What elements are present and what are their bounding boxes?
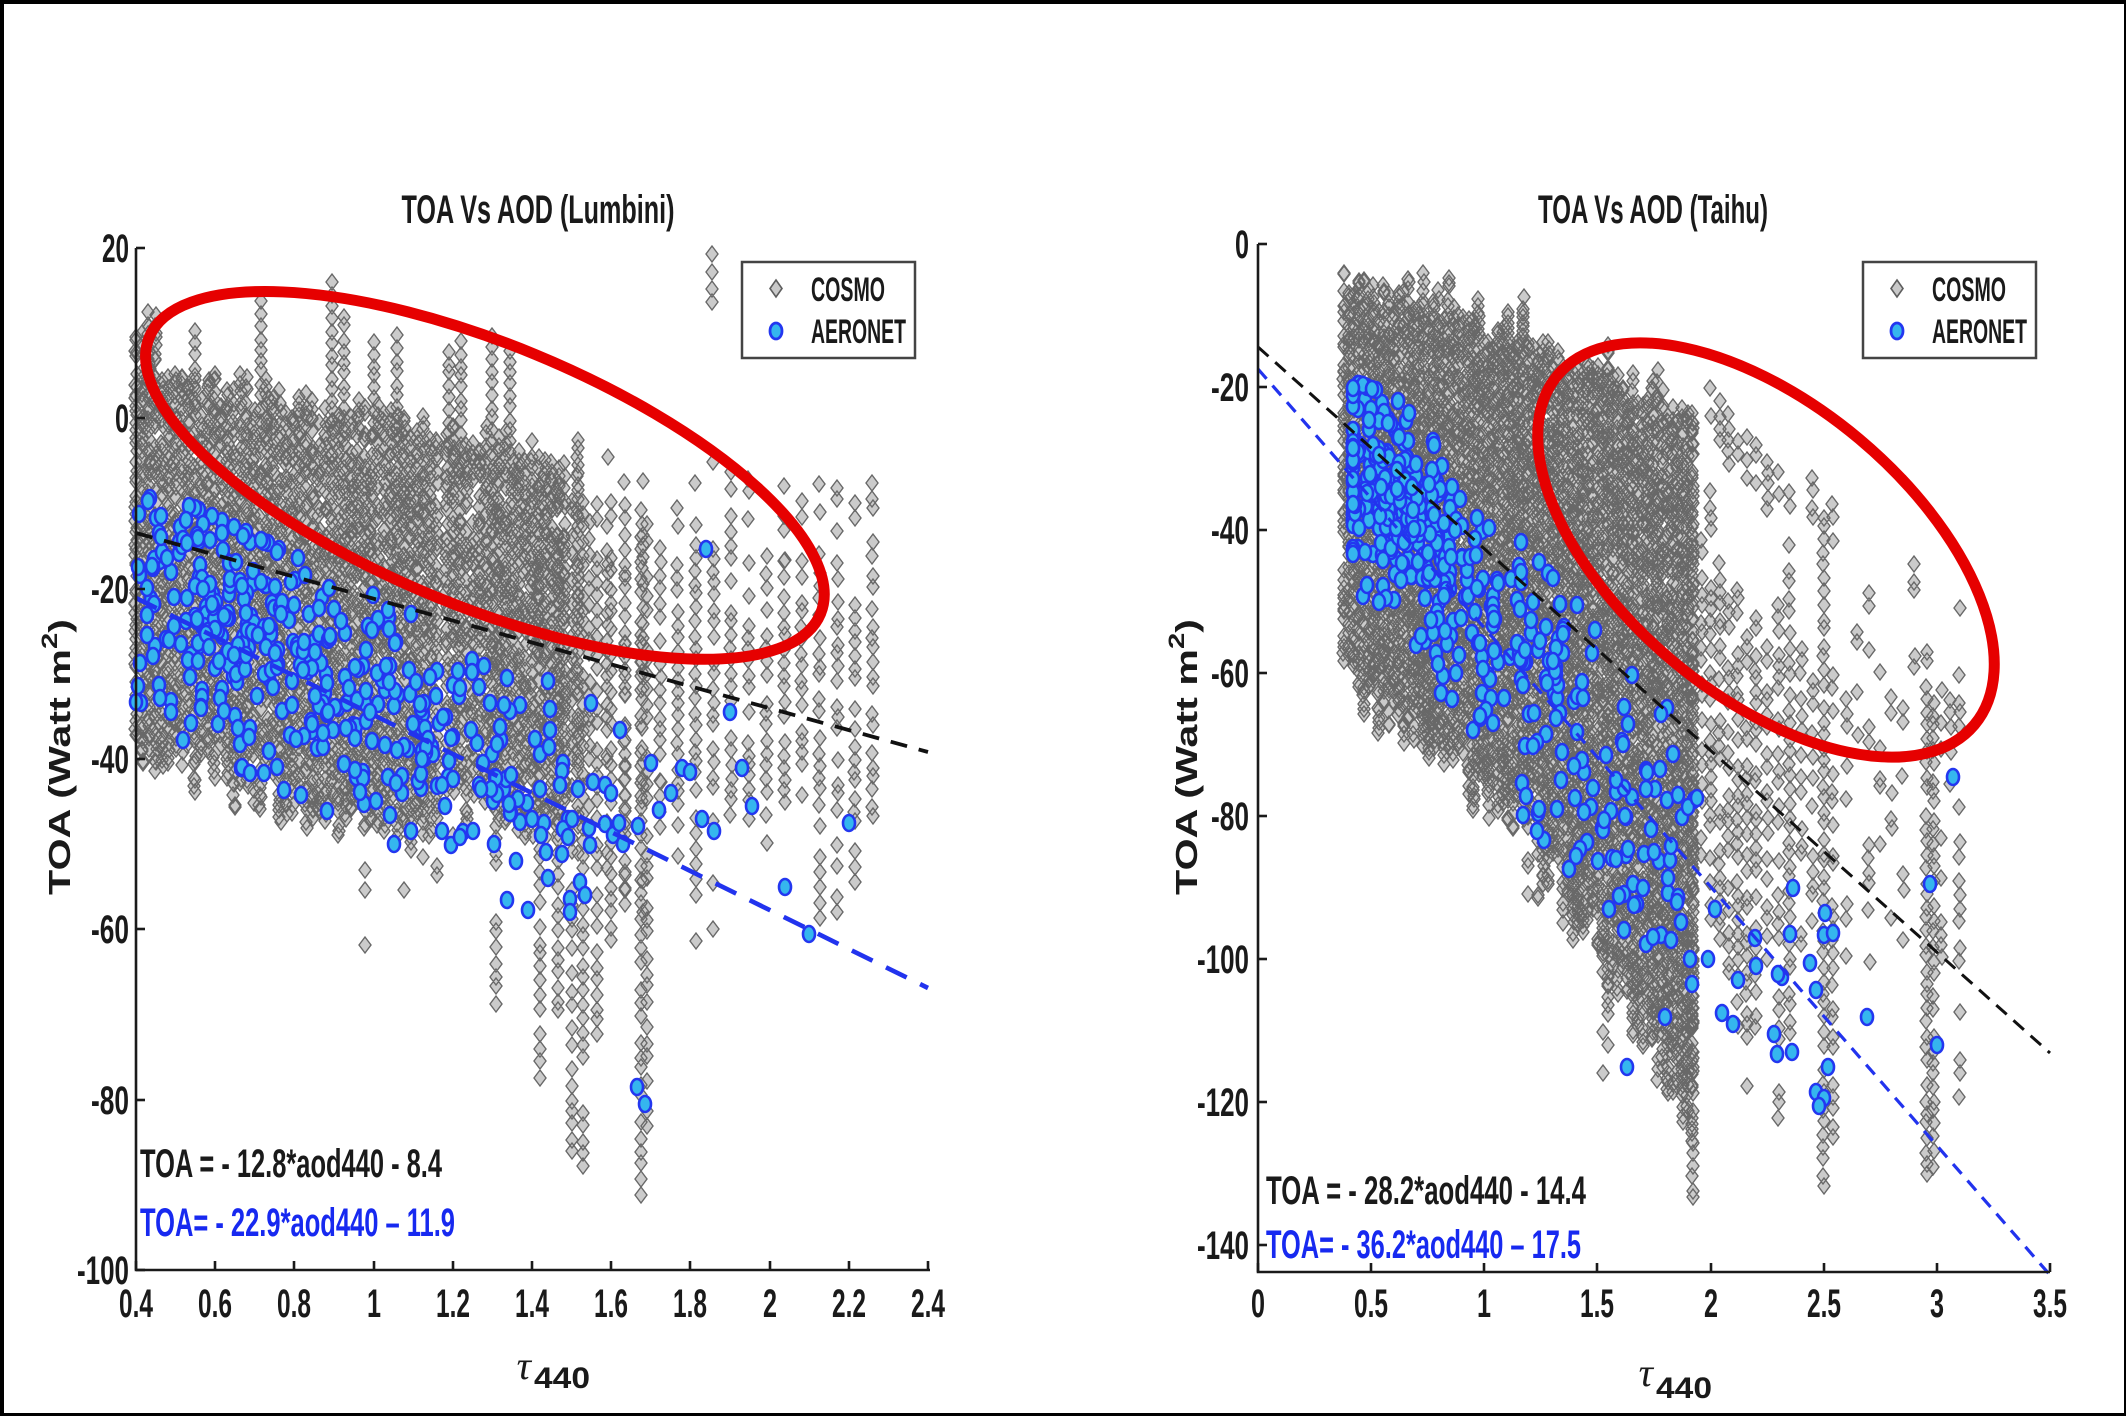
svg-text:-100: -100 — [77, 1249, 129, 1293]
svg-text:0: 0 — [1235, 223, 1249, 267]
svg-text:1.2: 1.2 — [436, 1282, 470, 1326]
svg-text:440: 440 — [1656, 1372, 1712, 1405]
svg-text:1.4: 1.4 — [515, 1282, 549, 1326]
svg-text:-20: -20 — [1211, 366, 1249, 410]
svg-text:1.5: 1.5 — [1580, 1282, 1614, 1326]
svg-text:-20: -20 — [91, 568, 129, 612]
svg-text:0: 0 — [115, 397, 129, 441]
svg-text:TOA (Watt m2): TOA (Watt m2) — [37, 619, 77, 895]
svg-text:-140: -140 — [1197, 1224, 1249, 1268]
svg-text:TOA (Watt m2): TOA (Watt m2) — [1164, 619, 1204, 895]
svg-text:0.8: 0.8 — [277, 1282, 311, 1326]
svg-text:2: 2 — [1704, 1282, 1718, 1326]
svg-text:0.4: 0.4 — [119, 1282, 153, 1326]
svg-text:AERONET: AERONET — [1932, 313, 2027, 351]
svg-text:1.6: 1.6 — [594, 1282, 628, 1326]
svg-text:-120: -120 — [1197, 1081, 1249, 1125]
svg-text:-60: -60 — [1211, 652, 1249, 696]
svg-text:2.2: 2.2 — [832, 1282, 866, 1326]
svg-text:3: 3 — [1930, 1282, 1944, 1326]
svg-text:2: 2 — [763, 1282, 777, 1326]
svg-text:TOA= - 22.9*aod440 – 11.9: TOA= - 22.9*aod440 – 11.9 — [140, 1201, 455, 1245]
svg-text:1.8: 1.8 — [673, 1282, 707, 1326]
svg-text:-100: -100 — [1197, 938, 1249, 982]
svg-text:TOA = - 12.8*aod440 - 8.4: TOA = - 12.8*aod440 - 8.4 — [140, 1142, 442, 1186]
svg-text:20: 20 — [102, 227, 129, 271]
svg-text:2.5: 2.5 — [1807, 1282, 1841, 1326]
svg-text:TOA= - 36.2*aod440 – 17.5: TOA= - 36.2*aod440 – 17.5 — [1266, 1223, 1581, 1267]
svg-text:τ: τ — [1639, 1350, 1655, 1395]
svg-text:0.5: 0.5 — [1354, 1282, 1388, 1326]
svg-text:0.6: 0.6 — [198, 1282, 232, 1326]
svg-text:1: 1 — [367, 1282, 381, 1326]
svg-text:TOA = - 28.2*aod440 - 14.4: TOA = - 28.2*aod440 - 14.4 — [1266, 1169, 1586, 1213]
svg-text:TOA Vs AOD (Taihu): TOA Vs AOD (Taihu) — [1538, 188, 1768, 232]
svg-text:AERONET: AERONET — [811, 313, 906, 351]
svg-text:-60: -60 — [91, 908, 129, 952]
svg-text:2.4: 2.4 — [911, 1282, 945, 1326]
svg-text:-80: -80 — [91, 1079, 129, 1123]
svg-text:440: 440 — [534, 1362, 590, 1395]
svg-text:0: 0 — [1251, 1282, 1265, 1326]
svg-text:-80: -80 — [1211, 795, 1249, 839]
svg-text:-40: -40 — [1211, 509, 1249, 553]
svg-text:3.5: 3.5 — [2033, 1282, 2067, 1326]
svg-text:τ: τ — [517, 1343, 533, 1388]
svg-text:TOA Vs AOD (Lumbini): TOA Vs AOD (Lumbini) — [402, 188, 675, 232]
svg-text:-40: -40 — [91, 738, 129, 782]
svg-text:COSMO: COSMO — [811, 271, 885, 309]
svg-text:1: 1 — [1477, 1282, 1491, 1326]
svg-text:COSMO: COSMO — [1932, 271, 2006, 309]
